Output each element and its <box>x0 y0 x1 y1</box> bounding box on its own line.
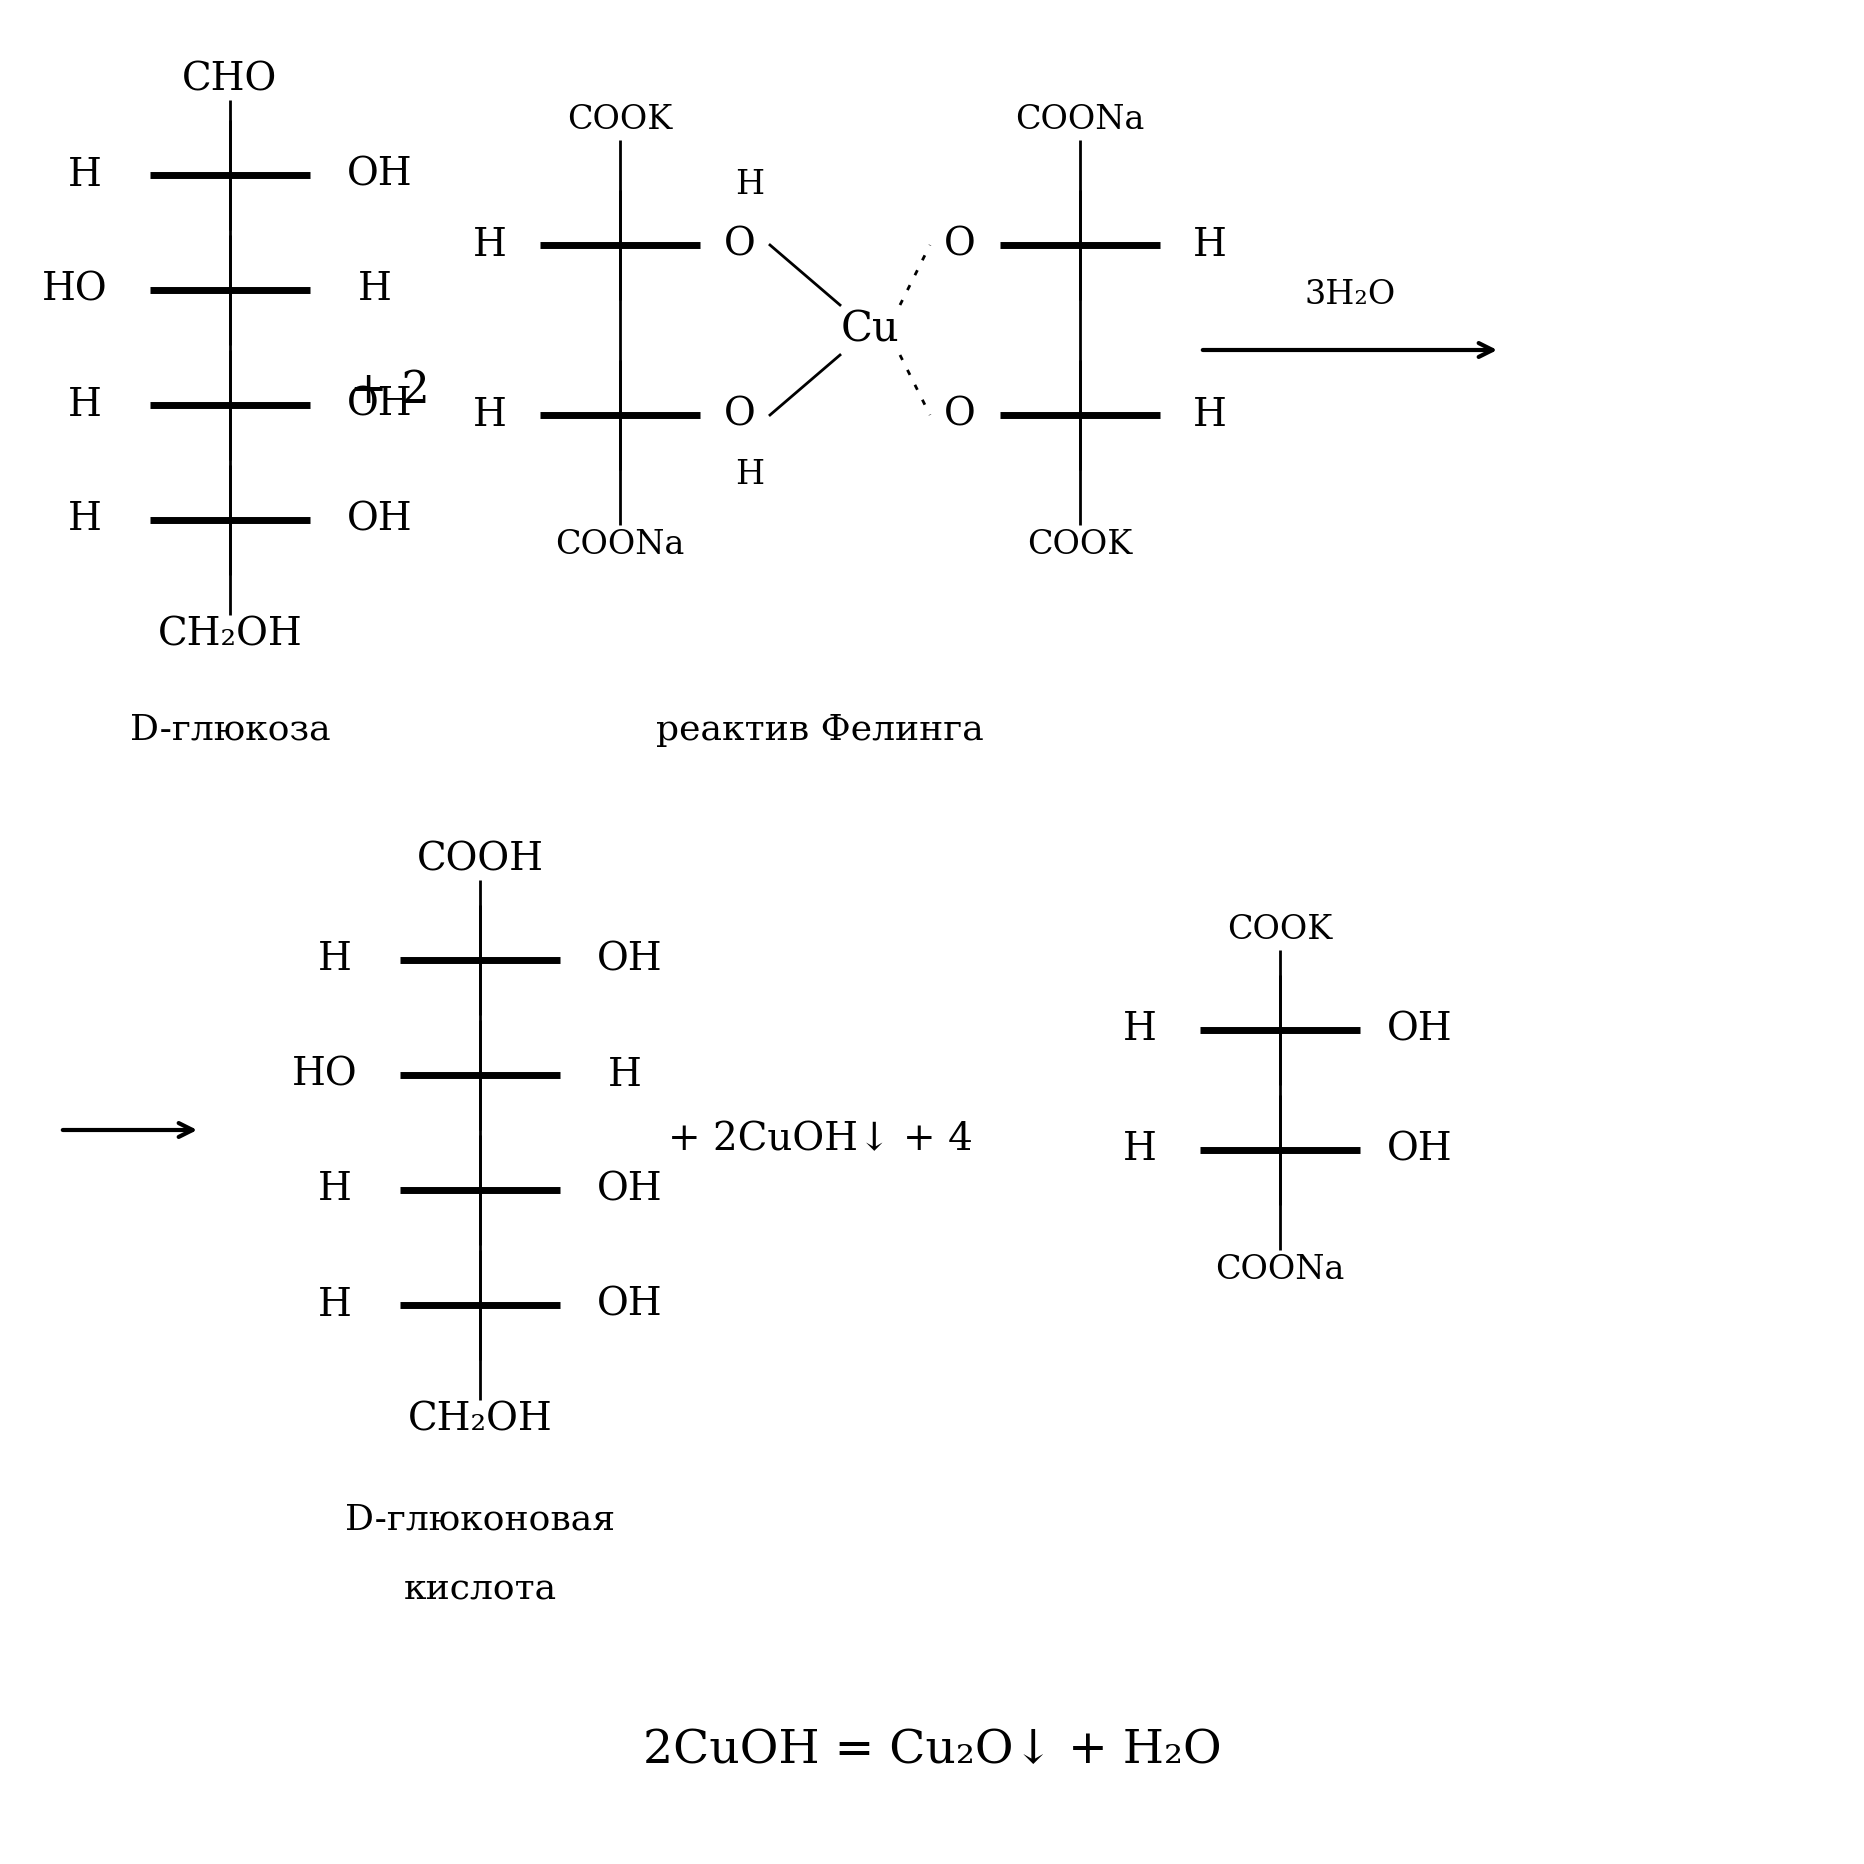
Text: COOH: COOH <box>416 841 544 878</box>
Text: 2CuOH = Cu₂O↓ + H₂O: 2CuOH = Cu₂O↓ + H₂O <box>643 1728 1221 1773</box>
Text: CHO: CHO <box>183 62 278 99</box>
Text: кислота: кислота <box>403 1573 557 1607</box>
Text: OH: OH <box>347 157 412 194</box>
Text: OH: OH <box>347 386 412 423</box>
Text: H: H <box>736 170 764 201</box>
Text: реактив Фелинга: реактив Фелинга <box>656 714 984 747</box>
Text: COOK: COOK <box>567 104 673 136</box>
Text: COOK: COOK <box>1027 529 1133 561</box>
Text: O: O <box>723 397 757 434</box>
Text: H: H <box>319 941 352 979</box>
Text: H: H <box>1124 1131 1158 1169</box>
Text: H: H <box>736 459 764 490</box>
Text: HO: HO <box>43 272 108 309</box>
Text: HO: HO <box>293 1057 358 1094</box>
Text: H: H <box>319 1171 352 1208</box>
Text: COONa: COONa <box>555 529 684 561</box>
Text: CH₂OH: CH₂OH <box>158 617 302 654</box>
Text: + 2: + 2 <box>350 369 431 412</box>
Text: OH: OH <box>596 941 664 979</box>
Text: OH: OH <box>1387 1012 1452 1048</box>
Text: OH: OH <box>1387 1131 1452 1169</box>
Text: H: H <box>1193 397 1227 434</box>
Text: O: O <box>945 227 977 263</box>
Text: D-глюкоза: D-глюкоза <box>130 714 330 747</box>
Text: COOK: COOK <box>1227 913 1333 947</box>
Text: H: H <box>608 1057 641 1094</box>
Text: OH: OH <box>347 501 412 539</box>
Text: H: H <box>473 227 507 263</box>
Text: H: H <box>69 157 103 194</box>
Text: + 2CuOH↓ + 4: + 2CuOH↓ + 4 <box>667 1122 973 1159</box>
Text: COONa: COONa <box>1016 104 1144 136</box>
Text: OH: OH <box>596 1171 664 1208</box>
Text: O: O <box>945 397 977 434</box>
Text: D-глюконовая: D-глюконовая <box>345 1502 615 1538</box>
Text: H: H <box>473 397 507 434</box>
Text: H: H <box>319 1286 352 1323</box>
Text: 3H₂O: 3H₂O <box>1305 280 1396 311</box>
Text: H: H <box>1193 227 1227 263</box>
Text: H: H <box>69 501 103 539</box>
Text: H: H <box>358 272 391 309</box>
Text: Cu: Cu <box>841 309 898 350</box>
Text: CH₂OH: CH₂OH <box>408 1402 552 1439</box>
Text: OH: OH <box>596 1286 664 1323</box>
Text: H: H <box>69 386 103 423</box>
Text: COONa: COONa <box>1215 1254 1344 1286</box>
Text: O: O <box>723 227 757 263</box>
Text: H: H <box>1124 1012 1158 1048</box>
